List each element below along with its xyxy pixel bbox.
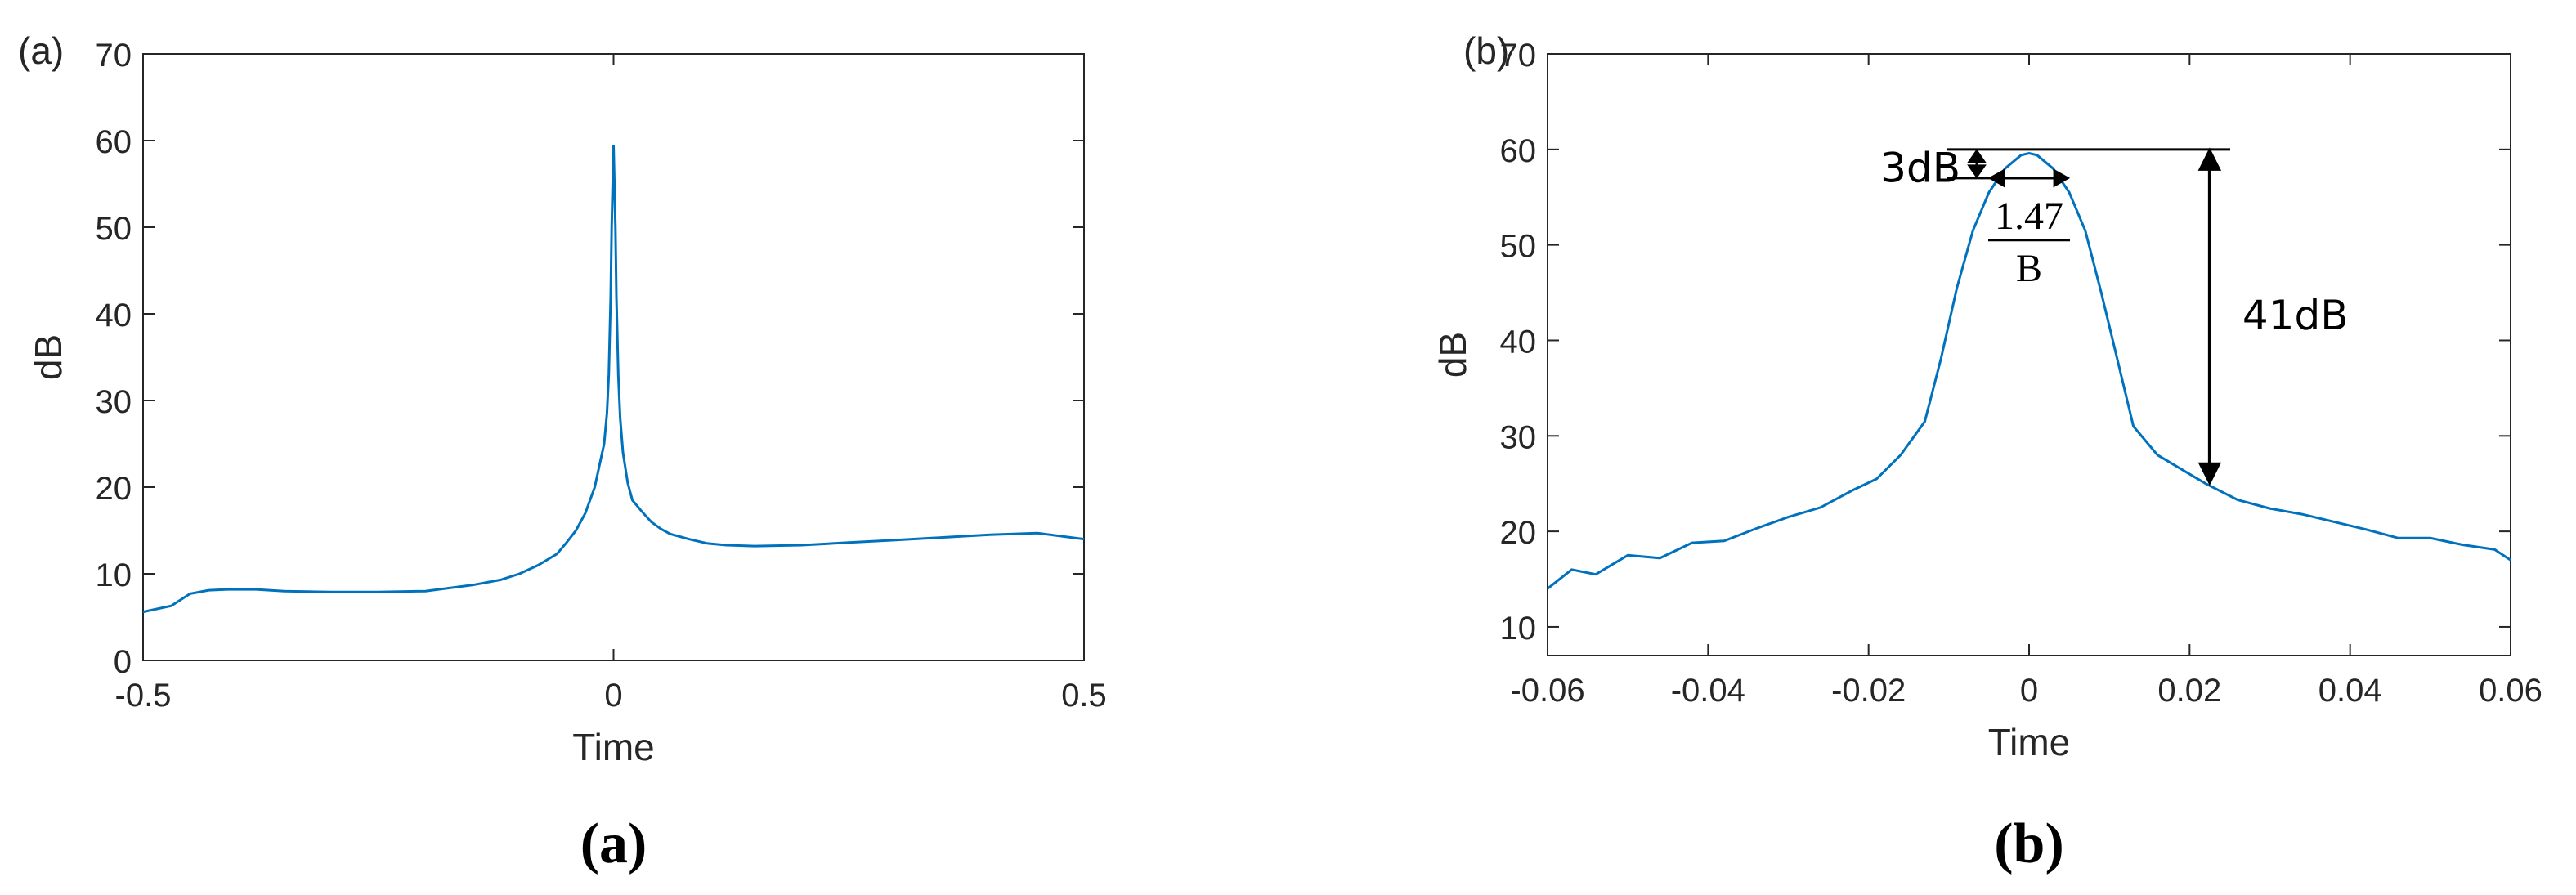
panel-b-plot-frame [1547,53,2511,656]
3db-label: 3dB [1880,144,1960,191]
y-tick-label: 70 [1500,38,1537,74]
x-tick-label: -0.04 [1671,673,1745,709]
panel-a-x-axis-label: Time [572,726,655,768]
3db-arrow [1967,149,1987,179]
panel-b-caption: (b) [1994,812,2064,875]
41db-arrow [2197,147,2222,486]
x-tick-label: -0.06 [1510,673,1584,709]
y-tick-label: 10 [96,557,132,593]
y-tick-label: 20 [96,471,132,507]
x-tick-label: -0.5 [115,678,172,714]
y-tick-label: 50 [96,211,132,247]
41db-label: 41dB [2242,292,2349,339]
panel-b-series-line [1547,151,2511,590]
panel-b-label: (b) [1463,29,1509,72]
panel-a-y-axis-label: dB [27,334,69,380]
panel-b-x-ticks: -0.06 -0.04 -0.02 0 0.02 0.04 0.06 [1510,54,2542,709]
width-denominator: B [2016,247,2042,290]
panel-a-caption: (a) [580,812,647,875]
x-tick-label: 0.5 [1061,678,1107,714]
x-tick-label: 0 [604,678,622,714]
x-tick-label: 0.06 [2479,673,2542,709]
width-numerator: 1.47 [1995,195,2063,238]
panel-a-series-line [142,145,1085,614]
y-tick-label: 60 [96,124,132,160]
panel-a-y-ticks: 0 10 20 30 40 50 60 70 [96,38,1084,680]
y-tick-label: 40 [1500,324,1537,360]
x-tick-label: 0 [2020,673,2038,709]
x-tick-label: 0.04 [2318,673,2382,709]
y-tick-label: 0 [114,644,132,680]
panel-b: (b) 10 20 30 40 50 60 70 -0.06 -0.04 -0.02 0 0.02 0… [1431,29,2542,875]
panel-b-x-axis-label: Time [1988,721,2071,763]
panel-b-annotations: 3dB 1.47 B 41dB [1880,144,2349,486]
y-tick-label: 10 [1500,611,1537,647]
panel-a-label: (a) [18,29,64,72]
y-tick-label: 40 [96,298,132,333]
panel-a-x-ticks: -0.5 0 0.5 [115,54,1107,714]
panel-b-y-ticks: 10 20 30 40 50 60 70 [1500,38,2511,647]
x-tick-label: 0.02 [2157,673,2221,709]
y-tick-label: 60 [1500,133,1537,169]
y-tick-label: 20 [1500,515,1537,551]
y-tick-label: 30 [96,384,132,420]
x-tick-label: -0.02 [1831,673,1906,709]
y-tick-label: 50 [1500,229,1537,265]
panel-b-y-axis-label: dB [1431,332,1474,378]
y-tick-label: 70 [96,38,132,74]
y-tick-label: 30 [1500,419,1537,455]
width-arrow [1987,168,2071,188]
